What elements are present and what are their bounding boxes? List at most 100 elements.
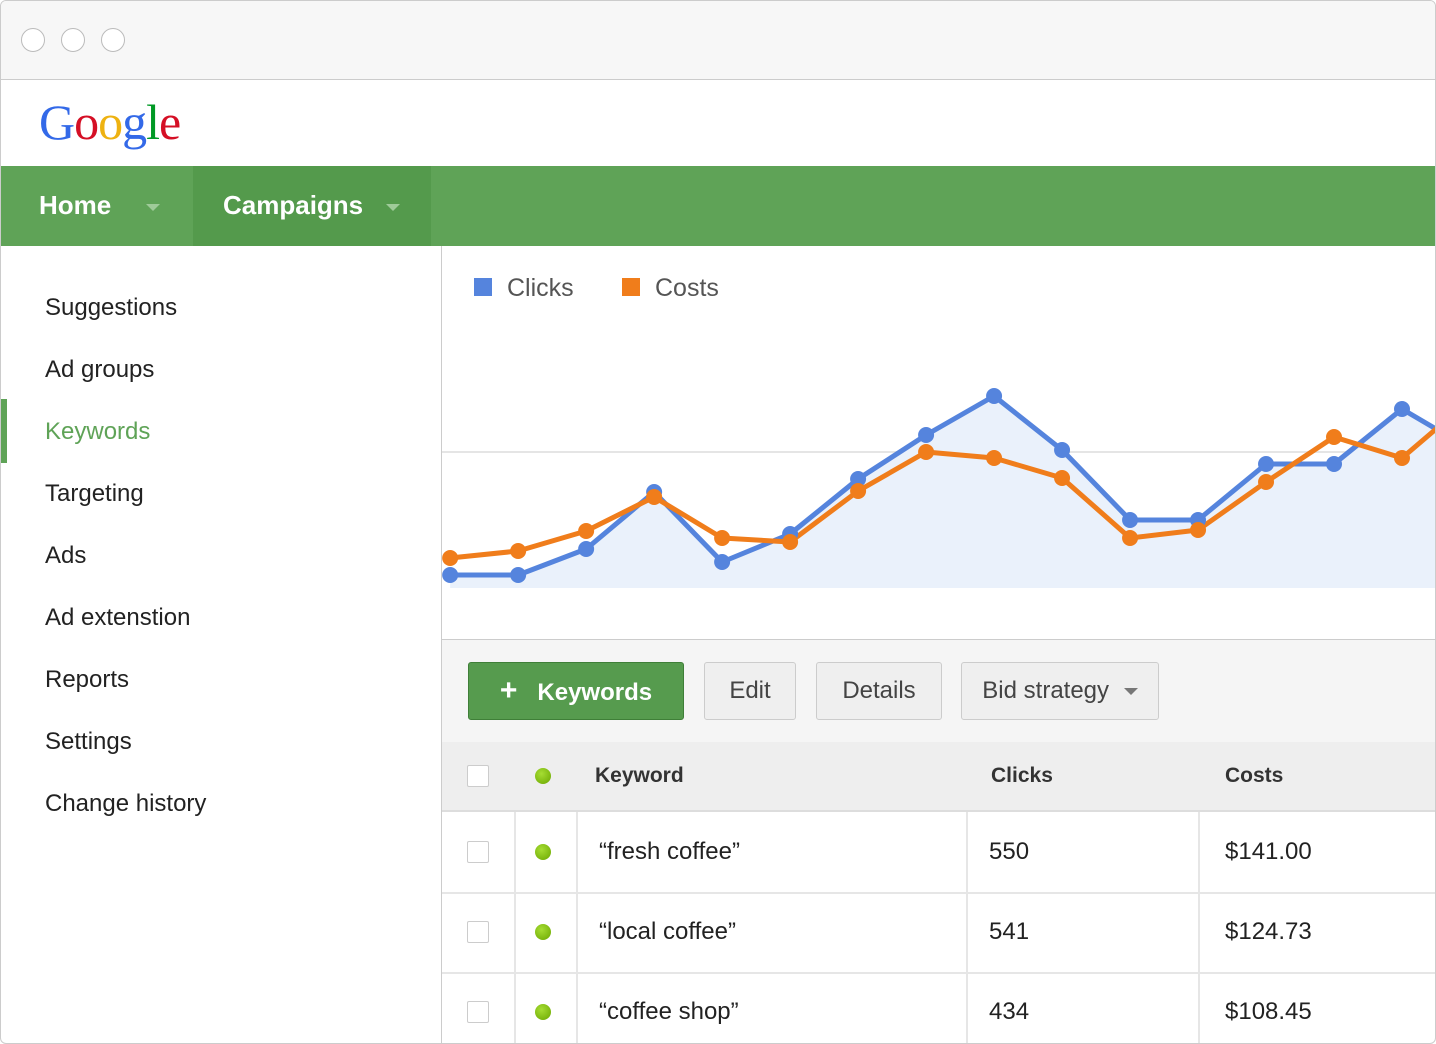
nav-tab-label: Campaigns bbox=[223, 190, 364, 220]
logo-letter: o bbox=[98, 94, 123, 150]
table-cell: $124.73 bbox=[1225, 918, 1312, 945]
point bbox=[510, 543, 527, 559]
bid-strategy-button[interactable]: Bid strategy bbox=[961, 662, 1159, 720]
column-divider bbox=[966, 972, 968, 1043]
logo-letter: e bbox=[159, 94, 181, 150]
sidebar-item[interactable]: Change history bbox=[45, 790, 207, 817]
logo-letter: g bbox=[122, 94, 147, 150]
point bbox=[1054, 470, 1071, 486]
plot bbox=[442, 388, 1435, 588]
logo[interactable]: Google bbox=[39, 93, 181, 151]
point bbox=[578, 523, 595, 539]
point bbox=[1258, 456, 1275, 472]
button-label: Edit bbox=[729, 677, 771, 704]
sidebar-item[interactable]: Ad extenstion bbox=[45, 604, 191, 631]
point bbox=[714, 554, 731, 570]
point bbox=[442, 567, 459, 583]
point bbox=[510, 567, 527, 583]
point bbox=[714, 530, 731, 546]
column-divider bbox=[514, 812, 516, 892]
edit-button[interactable]: Edit bbox=[704, 662, 796, 720]
sidebar-item[interactable]: Targeting bbox=[45, 480, 144, 507]
checkbox[interactable] bbox=[467, 765, 489, 787]
logo-letter: l bbox=[146, 94, 160, 150]
sidebar-item[interactable]: Ads bbox=[45, 542, 87, 569]
add-keyword-button[interactable]: + Keywords bbox=[468, 662, 684, 720]
table-row: “coffee shop” 434 $108.45 bbox=[442, 972, 1435, 1043]
column-header[interactable]: Clicks bbox=[991, 764, 1053, 787]
checkbox[interactable] bbox=[467, 1001, 489, 1023]
column-header[interactable]: Costs bbox=[1225, 764, 1284, 787]
point bbox=[918, 427, 935, 443]
point bbox=[986, 450, 1003, 466]
table-header: Keyword Clicks Costs bbox=[442, 742, 1435, 812]
series-line bbox=[450, 393, 1435, 578]
window-button[interactable] bbox=[101, 28, 125, 52]
sidebar-item[interactable]: Ad groups bbox=[45, 356, 155, 383]
table-row: “local coffee” 541 $124.73 bbox=[442, 892, 1435, 974]
point bbox=[1394, 401, 1411, 417]
point bbox=[1190, 522, 1207, 538]
window-button[interactable] bbox=[21, 28, 45, 52]
sidebar-item[interactable]: Suggestions bbox=[45, 294, 178, 321]
checkbox[interactable] bbox=[467, 921, 489, 943]
table-cell: $141.00 bbox=[1225, 838, 1312, 865]
point bbox=[782, 534, 799, 550]
point bbox=[986, 388, 1003, 404]
point bbox=[1122, 512, 1139, 528]
point bbox=[1054, 442, 1071, 458]
table-cell: $108.45 bbox=[1225, 998, 1312, 1025]
table-cell: “coffee shop” bbox=[599, 998, 739, 1025]
logo-letter: o bbox=[74, 94, 99, 150]
nav-tab[interactable]: Campaigns bbox=[193, 166, 431, 246]
series-line bbox=[449, 426, 1435, 561]
column-divider bbox=[576, 972, 578, 1043]
point bbox=[850, 483, 867, 499]
sidebar-item[interactable]: Reports bbox=[45, 666, 130, 693]
table-cell: 550 bbox=[989, 838, 1030, 865]
point bbox=[850, 471, 867, 487]
column-divider bbox=[966, 812, 968, 892]
column-header[interactable]: Keyword bbox=[595, 764, 684, 787]
checkbox[interactable] bbox=[467, 841, 489, 863]
table-row: “fresh coffee” 550 $141.00 bbox=[442, 812, 1435, 894]
status-dot bbox=[535, 844, 551, 860]
title-bar bbox=[1, 1, 1435, 80]
column-divider bbox=[1198, 892, 1200, 972]
button-label: Keywords bbox=[537, 679, 653, 706]
point bbox=[1122, 530, 1139, 546]
toolbar: + Keywords Edit Details Bid strategy bbox=[442, 639, 1435, 743]
legend-label: Costs bbox=[655, 274, 719, 302]
legend-swatch bbox=[622, 278, 640, 296]
column-divider bbox=[966, 892, 968, 972]
caret bbox=[1123, 688, 1138, 696]
table-cell: 541 bbox=[989, 918, 1030, 945]
nav-bar: Home Campaigns bbox=[1, 166, 1435, 246]
active-indicator bbox=[1, 399, 7, 463]
nav-tab[interactable]: Home bbox=[1, 166, 193, 246]
logo-letter: G bbox=[39, 94, 75, 150]
sidebar-item[interactable]: Settings bbox=[45, 728, 132, 755]
point bbox=[1258, 474, 1275, 490]
column-divider bbox=[1198, 812, 1200, 892]
table-cell: “fresh coffee” bbox=[599, 838, 740, 865]
point bbox=[442, 550, 459, 566]
point bbox=[646, 489, 663, 505]
caret bbox=[146, 203, 161, 211]
button-label: Bid strategy bbox=[982, 677, 1110, 704]
sidebar-item[interactable]: Keywords bbox=[45, 418, 151, 445]
point bbox=[1326, 456, 1343, 472]
status-dot bbox=[535, 768, 551, 784]
details-button[interactable]: Details bbox=[816, 662, 942, 720]
point bbox=[918, 444, 935, 460]
column-divider bbox=[514, 972, 516, 1043]
status-dot bbox=[535, 924, 551, 940]
window-button[interactable] bbox=[61, 28, 85, 52]
point bbox=[1394, 450, 1411, 466]
column-divider bbox=[514, 892, 516, 972]
button-label: Details bbox=[842, 677, 916, 704]
legend-label: Clicks bbox=[507, 274, 574, 302]
nav-tab-label: Home bbox=[39, 190, 112, 220]
